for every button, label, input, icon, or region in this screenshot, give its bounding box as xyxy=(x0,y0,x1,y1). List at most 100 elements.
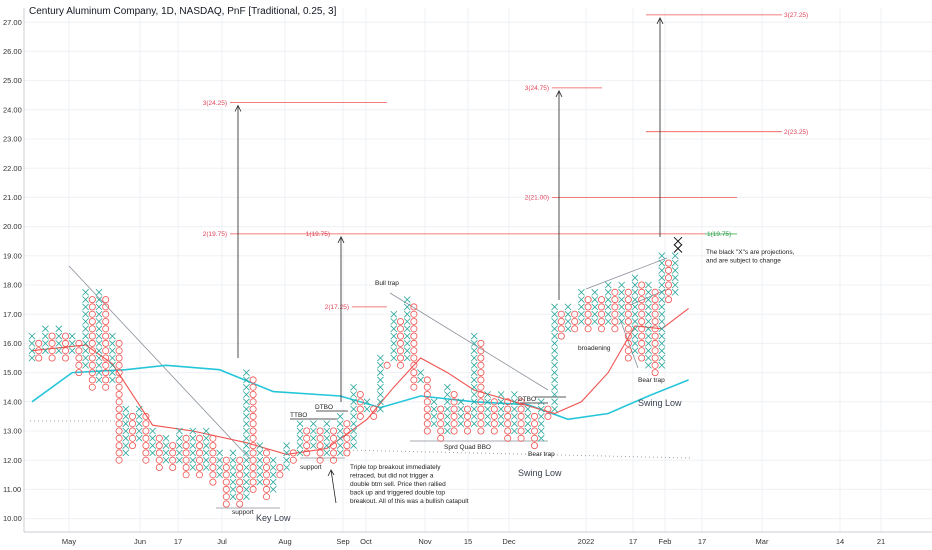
x-box xyxy=(243,413,250,420)
x-box xyxy=(377,391,384,398)
o-box xyxy=(62,339,70,347)
o-box xyxy=(410,339,418,347)
x-box xyxy=(229,456,237,464)
o-box xyxy=(128,427,136,435)
o-box xyxy=(504,434,512,442)
y-tick-label: 15.00 xyxy=(3,368,22,377)
o-box xyxy=(571,325,579,333)
x-box xyxy=(578,310,585,318)
x-box xyxy=(243,405,250,413)
x-box xyxy=(631,347,639,355)
y-tick-label: 26.00 xyxy=(3,47,22,56)
x-box xyxy=(631,340,639,347)
o-box xyxy=(423,390,431,398)
x-box xyxy=(109,369,116,376)
x-box xyxy=(55,347,63,355)
x-box xyxy=(511,405,518,413)
o-box xyxy=(102,310,110,318)
o-box xyxy=(316,427,324,435)
o-box xyxy=(504,427,512,435)
o-box xyxy=(209,456,217,464)
o-box xyxy=(329,449,337,457)
x-tick-label: 17 xyxy=(629,537,637,546)
x-column xyxy=(524,405,532,435)
o-box xyxy=(142,434,150,442)
x-box xyxy=(55,332,63,340)
x-column xyxy=(95,288,103,384)
o-box xyxy=(155,449,163,457)
o-box xyxy=(236,493,244,501)
o-box xyxy=(209,463,217,471)
o-box xyxy=(236,456,244,464)
x-box xyxy=(645,303,652,311)
o-box xyxy=(75,369,83,377)
o-box xyxy=(115,339,123,347)
x-box xyxy=(618,318,625,325)
o-column xyxy=(504,398,512,442)
x-box xyxy=(68,332,76,340)
x-box xyxy=(82,332,89,340)
o-box xyxy=(490,427,498,435)
x-box xyxy=(336,434,344,442)
x-column xyxy=(604,281,612,325)
o-box xyxy=(665,296,673,304)
o-box xyxy=(651,354,659,362)
o-box xyxy=(651,317,659,325)
y-tick-label: 11.00 xyxy=(3,485,21,494)
o-box xyxy=(611,303,619,311)
x-box xyxy=(377,405,384,413)
x-box xyxy=(135,420,143,428)
y-tick-label: 14.00 xyxy=(3,397,22,406)
o-column xyxy=(236,456,244,508)
o-box xyxy=(102,354,110,362)
o-box xyxy=(410,354,418,362)
x-box xyxy=(671,288,679,296)
x-box xyxy=(283,464,290,471)
x-box xyxy=(457,398,465,406)
x-box xyxy=(229,493,237,501)
x-column xyxy=(283,442,290,471)
x-box xyxy=(631,325,639,333)
o-box xyxy=(303,442,311,450)
x-box xyxy=(162,449,170,457)
annotation-label: Swing Low xyxy=(518,468,562,478)
o-box xyxy=(115,449,123,457)
x-box xyxy=(470,361,478,369)
o-box xyxy=(638,332,646,340)
o-box xyxy=(396,325,404,333)
x-column xyxy=(537,398,545,442)
o-box xyxy=(477,369,485,377)
o-box xyxy=(651,325,659,333)
x-box xyxy=(658,267,666,274)
o-box xyxy=(115,456,123,464)
o-box xyxy=(102,339,110,347)
x-box xyxy=(256,478,264,486)
dotted-level xyxy=(344,449,691,459)
o-box xyxy=(262,485,270,493)
x-box xyxy=(243,456,250,464)
o-box xyxy=(249,449,257,457)
o-box xyxy=(249,383,257,391)
x-box xyxy=(256,456,264,464)
x-box xyxy=(551,369,558,376)
x-box xyxy=(95,318,103,325)
x-box xyxy=(618,303,625,311)
o-box xyxy=(128,442,136,450)
x-tick-label: Jul xyxy=(217,537,227,546)
o-box xyxy=(303,434,311,442)
x-box xyxy=(470,391,478,398)
x-box xyxy=(243,493,250,501)
o-box xyxy=(75,354,83,362)
x-box xyxy=(658,259,666,267)
o-column xyxy=(624,288,632,362)
projection-label: 2(19.75) xyxy=(203,231,227,238)
annotation-label: support xyxy=(232,509,254,516)
o-box xyxy=(343,442,351,450)
o-box xyxy=(598,310,606,318)
o-box xyxy=(517,398,525,406)
x-column xyxy=(323,420,331,457)
x-box xyxy=(122,413,130,420)
x-box xyxy=(377,376,384,384)
o-box xyxy=(450,420,458,428)
o-box xyxy=(236,485,244,493)
